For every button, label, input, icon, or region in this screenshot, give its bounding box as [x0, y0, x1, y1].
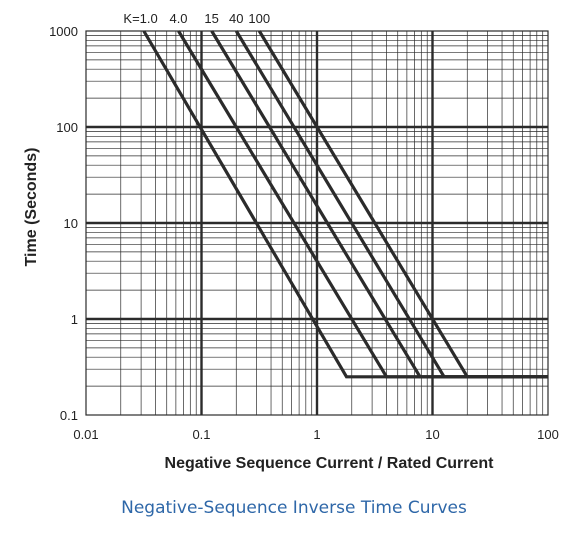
curve-labels: K=1.0 4.0 15 40 100 — [123, 11, 270, 26]
curves — [142, 30, 548, 379]
major-grid — [86, 31, 548, 415]
chart: 0.01 0.1 1 10 100 0.1 1 10 100 1000 K=1.0 4.0 15 40… — [23, 11, 559, 472]
curve-label-4-0: 4.0 — [169, 11, 187, 26]
x-tick-label: 0.01 — [73, 427, 98, 442]
curve-label-100: 100 — [248, 11, 270, 26]
figure-caption: Negative-Sequence Inverse Time Curves — [121, 498, 467, 518]
y-tick-label: 10 — [64, 216, 78, 231]
curve-k-100 — [257, 30, 548, 379]
curve-k-15 — [210, 30, 548, 379]
y-tick-label: 1000 — [49, 24, 78, 39]
y-tick-label: 0.1 — [60, 408, 78, 423]
plot-frame — [85, 30, 549, 416]
x-tick-label: 1 — [313, 427, 320, 442]
y-tick-labels: 0.1 1 10 100 1000 — [49, 24, 78, 423]
x-tick-label: 100 — [537, 427, 559, 442]
curve-label-15: 15 — [204, 11, 218, 26]
curve-label-1-0: K=1.0 — [123, 11, 157, 26]
y-tick-label: 100 — [56, 120, 78, 135]
x-tick-labels: 0.01 0.1 1 10 100 — [73, 427, 559, 442]
x-axis-title: Negative Sequence Current / Rated Curren… — [165, 455, 495, 472]
x-tick-label: 0.1 — [192, 427, 210, 442]
curve-label-40: 40 — [229, 11, 243, 26]
y-axis-title: Time (Seconds) — [23, 148, 40, 267]
x-tick-label: 10 — [425, 427, 439, 442]
y-tick-label: 1 — [71, 312, 78, 327]
